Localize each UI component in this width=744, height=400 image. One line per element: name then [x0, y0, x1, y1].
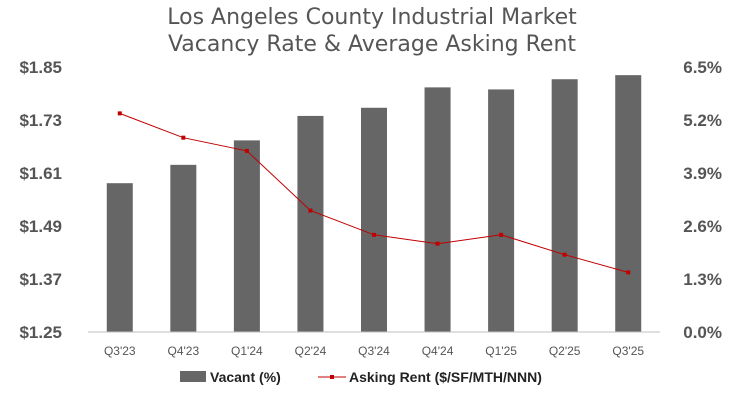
left-axis-ticks: $1.25 $1.37 $1.49 $1.61 $1.73 $1.85: [19, 58, 62, 342]
bar: [424, 87, 451, 332]
bar: [170, 164, 197, 332]
right-axis-ticks: 0.0% 1.3% 2.6% 3.9% 5.2% 6.5%: [683, 58, 722, 342]
right-tick-label: 3.9%: [683, 164, 722, 183]
x-tick-label: Q1'24: [231, 344, 263, 358]
left-tick-label: $1.49: [19, 217, 62, 236]
left-tick-label: $1.85: [19, 58, 62, 77]
left-tick-label: $1.61: [19, 164, 62, 183]
chart-title-line-2: Vacancy Rate & Average Asking Rent: [168, 32, 576, 57]
line-point: [626, 270, 631, 275]
legend: Vacant (%) Asking Rent ($/SF/MTH/NNN): [180, 369, 542, 385]
legend-label-vacant: Vacant (%): [210, 369, 281, 385]
line-point: [244, 148, 249, 153]
legend-bar-swatch: [180, 371, 206, 382]
chart-title-line-1: Los Angeles County Industrial Market: [167, 5, 577, 30]
x-tick-label: Q4'24: [422, 344, 454, 358]
x-axis-ticks: Q3'23 Q4'23 Q1'24 Q2'24 Q3'24 Q4'24 Q1'25 Q2'25…: [104, 344, 644, 358]
bar: [106, 183, 133, 332]
right-tick-label: 5.2%: [683, 111, 722, 130]
bar: [615, 75, 642, 333]
line-point: [435, 241, 440, 246]
bar: [551, 79, 578, 332]
legend-line-marker: [330, 375, 334, 379]
line-point: [372, 232, 376, 237]
bar: [297, 115, 324, 332]
x-tick-label: Q3'24: [358, 344, 390, 358]
left-tick-label: $1.25: [19, 323, 62, 342]
line-point: [499, 232, 504, 237]
x-tick-label: Q1'25: [485, 344, 517, 358]
bar-series: [106, 75, 642, 333]
line-point: [181, 135, 186, 140]
legend-label-asking-rent: Asking Rent ($/SF/MTH/NNN): [349, 369, 542, 385]
bar: [361, 107, 387, 333]
x-tick-label: Q3'25: [612, 344, 644, 358]
x-tick-label: Q2'24: [295, 344, 327, 358]
line-point: [117, 111, 122, 116]
x-tick-label: Q4'23: [168, 344, 200, 358]
line-series: [117, 111, 631, 275]
right-tick-label: 2.6%: [683, 217, 722, 236]
line-point: [308, 208, 313, 213]
x-tick-label: Q2'25: [549, 344, 581, 358]
right-tick-label: 1.3%: [683, 270, 722, 289]
right-tick-label: 0.0%: [683, 323, 722, 342]
left-tick-label: $1.37: [19, 270, 62, 289]
left-tick-label: $1.73: [19, 111, 62, 130]
right-tick-label: 6.5%: [683, 58, 722, 77]
x-tick-label: Q3'23: [104, 344, 136, 358]
bar: [233, 140, 260, 332]
line-point: [562, 252, 567, 257]
bar: [488, 89, 515, 332]
